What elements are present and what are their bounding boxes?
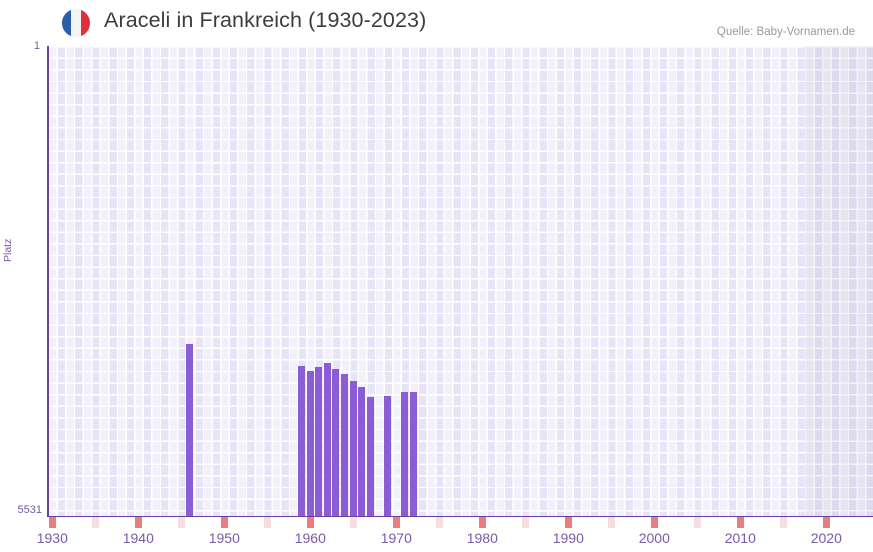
x-axis-label-1940: 1940 (122, 530, 154, 546)
plot-grid-pattern (48, 46, 873, 516)
x-tick-major-2010 (736, 517, 744, 528)
x-tick-minor-2015 (779, 517, 787, 528)
bar-1969[interactable] (384, 396, 391, 516)
x-axis-label-1960: 1960 (294, 530, 326, 546)
x-tick-minor-1955 (263, 517, 271, 528)
bar-1960[interactable] (306, 371, 314, 516)
x-tick-major-1980 (478, 517, 486, 528)
projection-shade-region (804, 46, 873, 516)
x-axis-label-1990: 1990 (552, 530, 584, 546)
x-axis-line (48, 515, 873, 517)
flag-stripe-blue (62, 9, 72, 37)
y-axis-line (46, 46, 49, 517)
flag-stripe-white (71, 9, 81, 37)
bar-1971[interactable] (401, 392, 409, 516)
bar-1972[interactable] (409, 392, 417, 516)
chart-header: Araceli in Frankreich (1930-2023) Quelle… (0, 0, 873, 46)
x-tick-major-1970 (392, 517, 400, 528)
bar-1966[interactable] (358, 387, 366, 516)
plot-area (48, 46, 873, 516)
x-tick-major-1950 (220, 517, 228, 528)
x-axis-label-1970: 1970 (380, 530, 412, 546)
x-axis-label-2010: 2010 (724, 530, 756, 546)
france-flag-icon (62, 9, 90, 37)
flag-stripe-red (80, 9, 90, 37)
x-tick-major-2000 (650, 517, 658, 528)
bar-1946[interactable] (186, 344, 194, 516)
x-tick-minor-1985 (521, 517, 529, 528)
x-tick-major-1990 (564, 517, 572, 528)
y-axis-title: Platz (2, 238, 14, 262)
chart-title: Araceli in Frankreich (1930-2023) (104, 8, 427, 32)
x-tick-minor-2005 (693, 517, 701, 528)
bar-1965[interactable] (349, 381, 357, 516)
x-tick-major-1930 (48, 517, 56, 528)
bar-1967[interactable] (366, 397, 374, 516)
x-tick-major-2020 (822, 517, 830, 528)
x-axis-label-2000: 2000 (638, 530, 670, 546)
chart-source-label: Quelle: Baby-Vornamen.de (716, 26, 855, 38)
x-axis-label-1930: 1930 (36, 530, 68, 546)
x-tick-major-1960 (306, 517, 314, 528)
x-tick-minor-1935 (91, 517, 99, 528)
x-tick-minor-1945 (177, 517, 185, 528)
x-axis-tick-band (48, 517, 873, 528)
bar-1962[interactable] (323, 363, 331, 516)
bar-1964[interactable] (341, 374, 348, 516)
x-tick-major-1940 (134, 517, 142, 528)
x-axis-label-1980: 1980 (466, 530, 498, 546)
y-axis-tick-top: 1 (33, 40, 40, 52)
bar-1959[interactable] (298, 366, 305, 516)
bar-1963[interactable] (332, 369, 340, 516)
x-axis-label-1950: 1950 (208, 530, 240, 546)
x-axis-label-2020: 2020 (810, 530, 842, 546)
x-tick-minor-1975 (435, 517, 443, 528)
x-tick-minor-1995 (607, 517, 615, 528)
y-axis-tick-bottom: 5531 (17, 504, 42, 516)
x-tick-minor-1965 (349, 517, 357, 528)
bar-1961[interactable] (315, 367, 323, 516)
